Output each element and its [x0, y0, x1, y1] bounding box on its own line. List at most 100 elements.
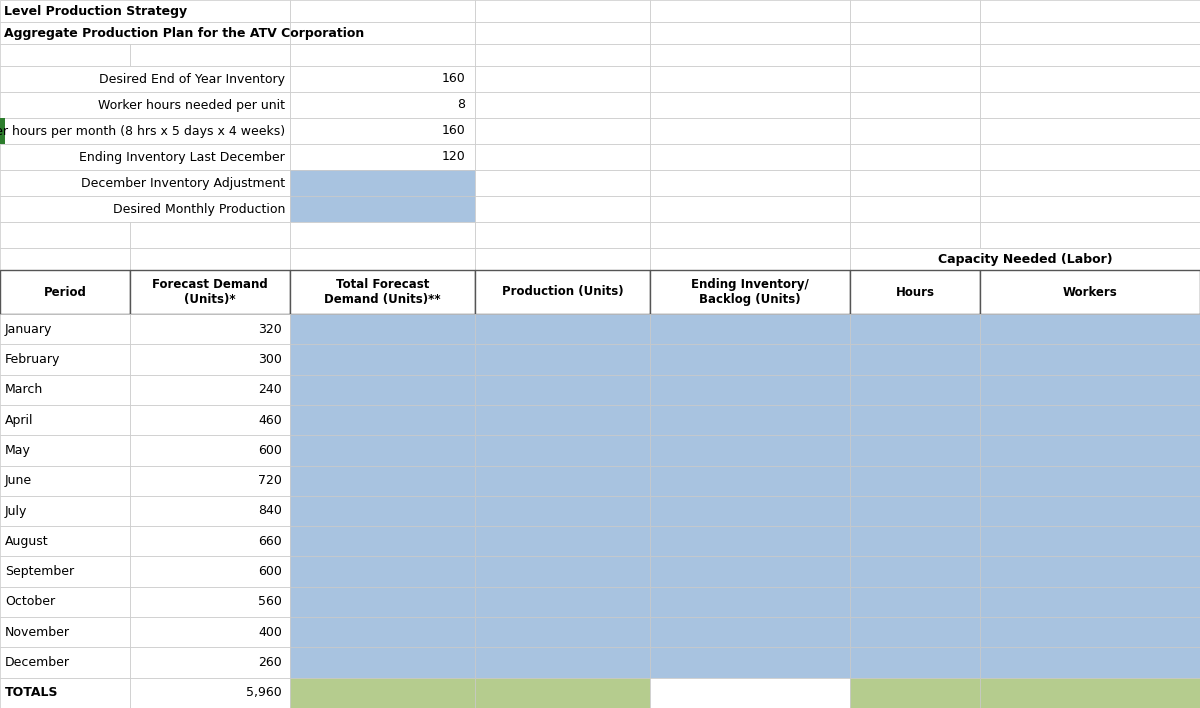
Text: Ending Inventory/
Backlog (Units): Ending Inventory/ Backlog (Units)	[691, 278, 809, 306]
Bar	[650, 405, 850, 435]
Text: December: December	[5, 656, 70, 669]
Bar	[850, 66, 980, 92]
Bar	[290, 678, 475, 708]
Bar	[650, 222, 850, 248]
Bar	[650, 617, 850, 647]
Text: Period: Period	[43, 285, 86, 299]
Bar	[980, 375, 1200, 405]
Bar	[475, 270, 650, 314]
Bar	[475, 587, 650, 617]
Bar	[475, 344, 650, 375]
Bar	[290, 405, 475, 435]
Text: Ending Inventory Last December: Ending Inventory Last December	[79, 151, 286, 164]
Bar	[850, 466, 980, 496]
Bar	[130, 556, 290, 587]
Bar	[980, 496, 1200, 526]
Bar	[475, 405, 650, 435]
Bar	[290, 647, 475, 678]
Text: 260: 260	[258, 656, 282, 669]
Bar	[0, 118, 290, 144]
Bar	[650, 270, 850, 314]
Bar	[980, 22, 1200, 44]
Bar	[0, 678, 130, 708]
Bar	[130, 270, 290, 314]
Bar	[290, 466, 475, 496]
Text: April: April	[5, 413, 34, 427]
Text: 300: 300	[258, 353, 282, 366]
Bar	[850, 587, 980, 617]
Bar	[0, 526, 130, 556]
Bar	[980, 556, 1200, 587]
Bar	[290, 118, 475, 144]
Bar	[850, 678, 980, 708]
Bar	[850, 22, 980, 44]
Bar	[980, 314, 1200, 344]
Text: December Inventory Adjustment: December Inventory Adjustment	[80, 176, 286, 190]
Bar	[0, 344, 130, 375]
Bar	[980, 196, 1200, 222]
Text: Hours: Hours	[895, 285, 935, 299]
Bar	[475, 248, 650, 270]
Bar	[850, 435, 980, 466]
Bar	[850, 526, 980, 556]
Bar	[290, 344, 475, 375]
Bar	[650, 496, 850, 526]
Bar	[0, 22, 290, 44]
Bar	[980, 118, 1200, 144]
Bar	[0, 617, 130, 647]
Bar	[0, 270, 130, 314]
Bar	[130, 466, 290, 496]
Bar	[650, 314, 850, 344]
Bar	[980, 270, 1200, 314]
Bar	[650, 196, 850, 222]
Bar	[290, 314, 475, 344]
Bar	[980, 66, 1200, 92]
Bar	[980, 144, 1200, 170]
Bar	[650, 435, 850, 466]
Bar	[650, 144, 850, 170]
Bar	[290, 0, 475, 22]
Bar	[980, 587, 1200, 617]
Bar	[130, 314, 290, 344]
Bar	[475, 678, 650, 708]
Text: 320: 320	[258, 323, 282, 336]
Text: October: October	[5, 595, 55, 608]
Text: March: March	[5, 383, 43, 396]
Bar	[290, 44, 475, 66]
Bar	[475, 314, 650, 344]
Text: May: May	[5, 444, 31, 457]
Bar	[290, 270, 475, 314]
Bar	[650, 526, 850, 556]
Bar	[475, 496, 650, 526]
Bar	[650, 44, 850, 66]
Bar	[850, 0, 980, 22]
Bar	[0, 556, 130, 587]
Bar	[0, 647, 130, 678]
Bar	[0, 44, 130, 66]
Bar	[475, 66, 650, 92]
Bar	[850, 196, 980, 222]
Text: 120: 120	[442, 151, 466, 164]
Bar	[980, 44, 1200, 66]
Text: 600: 600	[258, 565, 282, 578]
Bar	[850, 647, 980, 678]
Bar	[475, 144, 650, 170]
Bar	[650, 344, 850, 375]
Bar	[130, 617, 290, 647]
Bar	[850, 556, 980, 587]
Bar	[290, 496, 475, 526]
Bar	[850, 375, 980, 405]
Text: 240: 240	[258, 383, 282, 396]
Text: 720: 720	[258, 474, 282, 487]
Bar	[650, 92, 850, 118]
Bar	[290, 92, 475, 118]
Bar	[290, 375, 475, 405]
Bar	[475, 118, 650, 144]
Bar	[290, 222, 475, 248]
Text: TOTALS: TOTALS	[5, 686, 59, 700]
Bar	[980, 466, 1200, 496]
Bar	[130, 496, 290, 526]
Text: 840: 840	[258, 505, 282, 518]
Bar	[850, 118, 980, 144]
Bar	[0, 170, 290, 196]
